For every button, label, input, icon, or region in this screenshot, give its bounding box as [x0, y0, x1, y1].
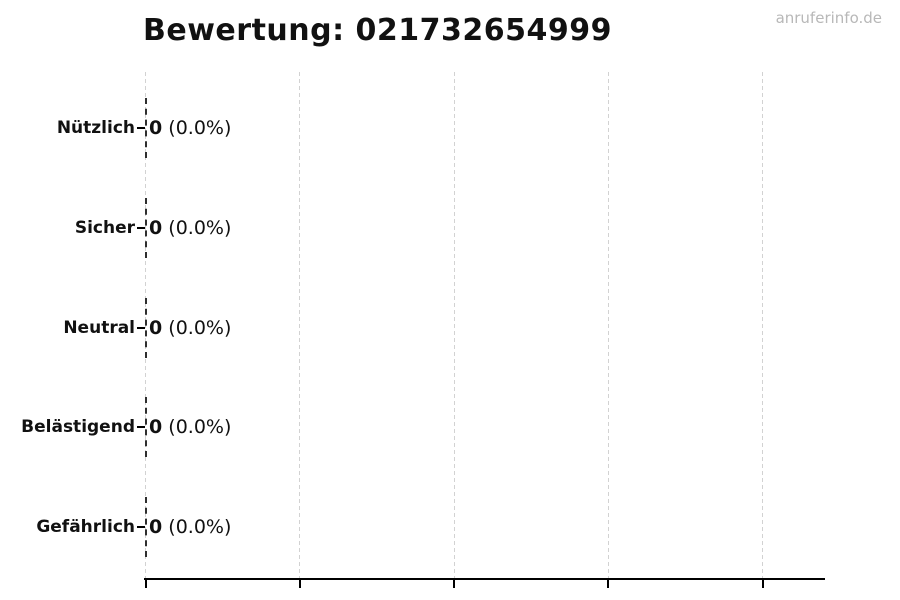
category-label: Belästigend — [21, 417, 135, 437]
x-axis-tick — [607, 580, 609, 588]
category-label: Neutral — [63, 318, 135, 338]
bar-percent: (0.0%) — [168, 217, 232, 239]
bar-value-label: 0 (0.0%) — [149, 515, 231, 539]
bar-count: 0 — [149, 317, 163, 339]
y-axis-tick — [137, 426, 145, 428]
y-axis-tick — [137, 227, 145, 229]
bar-value-label: 0 (0.0%) — [149, 316, 231, 340]
bar-value-label: 0 (0.0%) — [149, 116, 231, 140]
y-axis-tick — [137, 526, 145, 528]
y-axis-tick — [137, 127, 145, 129]
bar-count: 0 — [149, 117, 163, 139]
zero-value-bar — [145, 198, 147, 258]
x-gridline — [762, 72, 763, 579]
y-axis-tick — [137, 327, 145, 329]
bar-value-label: 0 (0.0%) — [149, 415, 231, 439]
watermark-text: anruferinfo.de — [775, 9, 882, 27]
bar-count: 0 — [149, 416, 163, 438]
zero-value-bar — [145, 98, 147, 158]
zero-value-bar — [145, 298, 147, 358]
x-gridline — [454, 72, 455, 579]
bar-percent: (0.0%) — [168, 317, 232, 339]
chart-title: Bewertung: 021732654999 — [143, 13, 613, 48]
zero-value-bar — [145, 397, 147, 457]
bar-value-label: 0 (0.0%) — [149, 216, 231, 240]
bar-percent: (0.0%) — [168, 516, 232, 538]
category-label: Nützlich — [56, 118, 135, 138]
x-axis-tick — [145, 580, 147, 588]
category-label: Gefährlich — [36, 517, 135, 537]
bar-percent: (0.0%) — [168, 117, 232, 139]
x-gridline — [608, 72, 609, 579]
x-axis-line — [144, 578, 825, 580]
bar-count: 0 — [149, 516, 163, 538]
category-label: Sicher — [74, 218, 135, 238]
x-gridline — [299, 72, 300, 579]
bar-count: 0 — [149, 217, 163, 239]
bar-percent: (0.0%) — [168, 416, 232, 438]
x-axis-tick — [762, 580, 764, 588]
zero-value-bar — [145, 497, 147, 557]
x-axis-tick — [453, 580, 455, 588]
x-axis-tick — [299, 580, 301, 588]
